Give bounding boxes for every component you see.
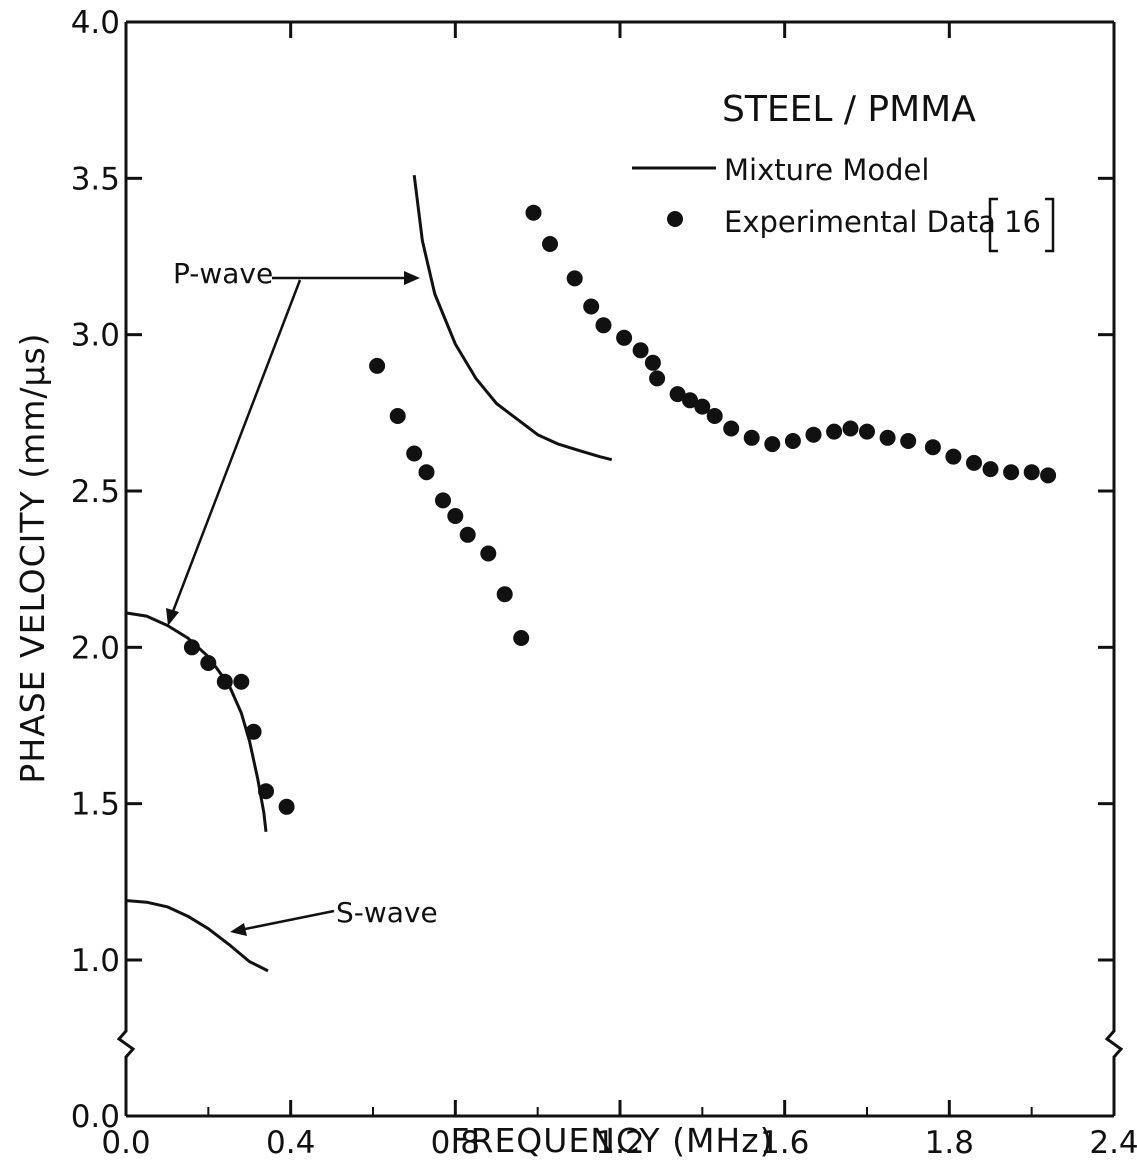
y-tick-label: 1.5 xyxy=(71,787,120,823)
data-point xyxy=(245,723,262,740)
legend-ref-bracket-left xyxy=(988,197,998,253)
data-point xyxy=(644,354,661,371)
data-point xyxy=(216,673,233,690)
data-point xyxy=(859,423,875,440)
y-axis-line-with-break xyxy=(116,22,136,1116)
p-wave-high-curve xyxy=(412,175,613,462)
data-point xyxy=(406,445,423,462)
data-point xyxy=(945,448,962,465)
legend: STEEL / PMMA Mixture Model Experimental … xyxy=(632,89,1055,253)
data-point xyxy=(583,298,600,315)
data-point xyxy=(183,639,200,656)
y-tick-label: 2.0 xyxy=(71,630,120,666)
y-tick-label: 2.5 xyxy=(71,474,120,510)
y-tick-label: 4.0 xyxy=(71,5,120,41)
x-tick-label: 1.6 xyxy=(760,1125,809,1161)
data-point xyxy=(669,386,686,403)
data-point xyxy=(982,461,999,478)
data-point xyxy=(682,392,698,409)
data-point xyxy=(924,439,941,456)
data-point xyxy=(764,436,781,453)
data-point xyxy=(200,655,217,671)
tick-labels: 0.0 0.4 0.8 1.2 1.6 1.8 2.4 0.0 1.0 1.5 2.0 2.5 3.0 3… xyxy=(71,5,1137,1161)
s-wave-annotation: S-wave xyxy=(230,896,438,936)
s-wave-arrowhead xyxy=(230,923,247,936)
data-point xyxy=(900,433,917,449)
mixture-model-curves xyxy=(125,175,613,973)
data-point xyxy=(1040,467,1057,484)
data-point xyxy=(542,236,558,252)
legend-line-label: Mixture Model xyxy=(724,153,929,187)
data-point xyxy=(435,492,451,509)
data-point xyxy=(480,545,497,562)
data-point xyxy=(706,408,723,424)
x-tick-label: 1.2 xyxy=(595,1125,644,1161)
data-point xyxy=(826,423,843,440)
legend-marker-ref: 16 xyxy=(1004,205,1041,239)
s-wave-curve xyxy=(125,899,269,973)
data-point xyxy=(805,426,822,443)
p-wave-label: P-wave xyxy=(173,257,273,290)
data-point xyxy=(879,429,896,446)
y-tick-label: 3.0 xyxy=(71,318,120,354)
legend-ref-bracket-right xyxy=(1045,197,1055,253)
axes xyxy=(116,20,1124,1118)
y-tick-label: 1.0 xyxy=(71,943,120,979)
data-point xyxy=(566,270,583,287)
data-point xyxy=(842,420,859,437)
y-tick-label: 0.0 xyxy=(71,1099,120,1135)
data-point xyxy=(616,329,633,346)
tick-marks xyxy=(124,22,1116,1116)
data-point xyxy=(389,408,406,424)
data-point xyxy=(496,586,513,603)
legend-title: STEEL / PMMA xyxy=(722,89,976,130)
data-point xyxy=(258,783,274,800)
y-tick-label: 3.5 xyxy=(71,161,120,197)
x-tick-label: 1.8 xyxy=(925,1125,974,1161)
y-axis-title: PHASE VELOCITY (mm/μs) xyxy=(13,332,52,783)
p-wave-arrowhead-left xyxy=(166,608,179,626)
data-point xyxy=(513,630,530,646)
experimental-data-points xyxy=(183,204,1057,815)
legend-marker-label: Experimental Data xyxy=(724,205,996,239)
data-point xyxy=(743,429,760,446)
right-axis-line-with-break xyxy=(1104,22,1124,1116)
data-point xyxy=(1003,464,1020,481)
x-tick-label: 0.4 xyxy=(266,1125,315,1161)
data-point xyxy=(525,204,542,221)
data-point xyxy=(632,342,649,359)
data-point xyxy=(418,464,435,481)
s-wave-leader xyxy=(239,909,335,932)
s-wave-label: S-wave xyxy=(336,896,438,929)
data-point xyxy=(595,317,612,334)
data-point xyxy=(369,357,386,374)
data-point xyxy=(459,526,476,543)
x-tick-label: 0.0 xyxy=(101,1125,150,1161)
data-point xyxy=(966,454,982,471)
data-point xyxy=(233,673,250,690)
data-point xyxy=(278,798,295,815)
p-wave-leader-diagonal xyxy=(170,279,302,615)
data-point xyxy=(649,370,666,387)
data-point xyxy=(1023,464,1040,481)
p-wave-annotation: P-wave xyxy=(166,257,420,626)
p-wave-arrowhead-right xyxy=(404,271,420,285)
data-point xyxy=(694,398,711,415)
data-point xyxy=(723,420,740,437)
legend-marker-swatch xyxy=(667,211,683,227)
x-tick-label: 2.4 xyxy=(1089,1125,1137,1161)
x-axis-title: FREQUENCY (MHz) xyxy=(451,1121,774,1160)
x-tick-label: 0.8 xyxy=(431,1125,480,1161)
data-point xyxy=(447,508,464,524)
data-point xyxy=(784,433,801,449)
